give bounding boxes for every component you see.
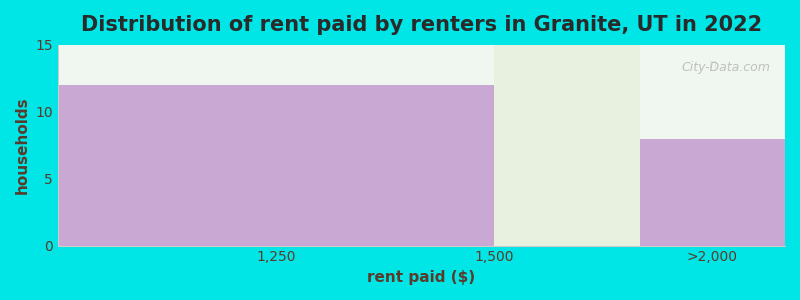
Title: Distribution of rent paid by renters in Granite, UT in 2022: Distribution of rent paid by renters in …: [81, 15, 762, 35]
Y-axis label: households: households: [15, 96, 30, 194]
Text: City-Data.com: City-Data.com: [682, 61, 770, 74]
Bar: [494, 45, 640, 246]
Text: 🔍: 🔍: [710, 61, 716, 71]
X-axis label: rent paid ($): rent paid ($): [367, 270, 475, 285]
Bar: [58, 85, 494, 246]
Bar: [640, 139, 785, 246]
